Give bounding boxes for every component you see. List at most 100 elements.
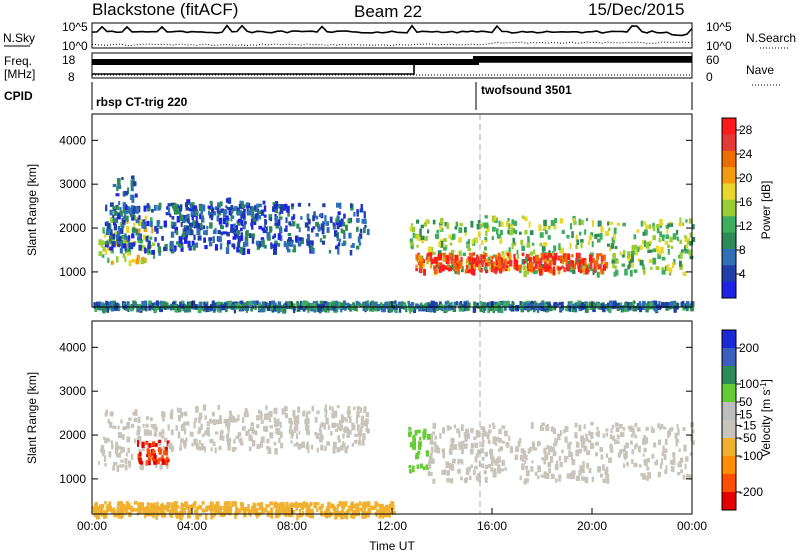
velocity-cell [177, 431, 181, 439]
power-cell [575, 302, 579, 309]
power-cell [679, 260, 682, 267]
velocity-cell [545, 473, 550, 479]
power-cell [337, 247, 340, 255]
power-cell [536, 306, 540, 313]
power-cell [661, 234, 665, 238]
velocity-cell [274, 448, 278, 455]
power-cell [639, 259, 644, 266]
power-cell [615, 259, 619, 264]
velocity-cell [359, 431, 362, 437]
power-cell [232, 215, 235, 219]
power-cell [279, 225, 282, 233]
velocity-cell [260, 419, 264, 424]
velocity-cell [325, 417, 329, 425]
velocity-cell [158, 449, 162, 455]
power-cell [142, 305, 146, 311]
power-cell [533, 249, 536, 255]
power-cell [216, 215, 219, 222]
freq-label: Freq. [4, 54, 32, 68]
velocity-cell [452, 438, 455, 443]
velocity-cell [632, 431, 635, 435]
velocity-cell [137, 453, 141, 461]
velocity-cell [260, 436, 265, 442]
power-cell [174, 226, 178, 234]
power-cell [228, 208, 233, 216]
power-cell [286, 205, 290, 213]
velocity-cell [116, 465, 120, 472]
power-cell [306, 240, 310, 246]
power-cell [511, 219, 515, 225]
power-cell [236, 230, 240, 235]
velocity-cell [288, 505, 293, 510]
power-cell [623, 250, 626, 257]
colorbar-tick-label: -100 [739, 449, 763, 463]
power-cell [684, 248, 689, 254]
power-cell [421, 239, 425, 244]
velocity-cell [339, 425, 343, 430]
velocity-cell [674, 432, 678, 439]
velocity-cell [563, 455, 568, 463]
power-cell [206, 225, 209, 230]
velocity-cell [332, 422, 337, 428]
power-cell [170, 240, 174, 247]
colorbar-swatch [722, 134, 736, 152]
noise-axis-bottom-left: 10^0 [62, 39, 88, 53]
power-cell [288, 221, 291, 226]
velocity-cell [201, 433, 205, 438]
velocity-cell [531, 441, 535, 448]
power-cell [642, 231, 646, 236]
velocity-colorbar: Velocity [m s-1] 2001005015-15-50-100-20… [721, 329, 773, 511]
power-cell [277, 301, 282, 307]
velocity-cell [339, 421, 343, 426]
velocity-cell [206, 421, 210, 427]
power-cell [554, 217, 558, 223]
power-cell [429, 255, 433, 262]
velocity-cell [314, 416, 318, 423]
power-cell [308, 240, 312, 244]
velocity-cell [150, 504, 154, 510]
velocity-cell [305, 418, 310, 425]
velocity-cell [215, 419, 219, 425]
power-cell [191, 202, 195, 208]
velocity-cell [335, 428, 338, 433]
power-cell [371, 300, 374, 307]
velocity-cell [631, 427, 635, 432]
power-cell [312, 306, 315, 310]
power-cell [234, 206, 238, 211]
velocity-cell [567, 442, 571, 450]
power-cell [541, 245, 546, 252]
power-cell [547, 235, 551, 240]
velocity-cell [337, 435, 341, 440]
velocity-cell [109, 411, 114, 417]
velocity-cell [290, 502, 293, 506]
velocity-cell [622, 427, 626, 431]
velocity-cell [568, 450, 571, 457]
power-cell [162, 301, 167, 308]
power-cell [180, 246, 184, 252]
power-cell [201, 217, 205, 223]
velocity-cell [636, 427, 641, 432]
velocity-cell [293, 418, 298, 425]
power-cell [597, 303, 600, 308]
power-cell [511, 302, 515, 306]
power-cell [209, 222, 213, 229]
power-cell [120, 239, 124, 244]
power-cell [548, 302, 551, 308]
power-cell [452, 305, 457, 312]
velocity-cell [441, 469, 445, 475]
power-cell [458, 306, 461, 312]
velocity-cell [683, 444, 687, 452]
power-cell [138, 220, 142, 227]
velocity-cell [149, 503, 154, 507]
velocity-cell [345, 418, 348, 423]
velocity-cell [352, 514, 356, 520]
power-cell [334, 306, 337, 312]
power-cell [513, 220, 517, 226]
power-cell [415, 255, 419, 261]
velocity-cell [411, 441, 415, 447]
velocity-cell [343, 501, 346, 508]
power-cell [199, 301, 203, 309]
power-cell [98, 239, 103, 246]
velocity-cell [646, 466, 650, 471]
